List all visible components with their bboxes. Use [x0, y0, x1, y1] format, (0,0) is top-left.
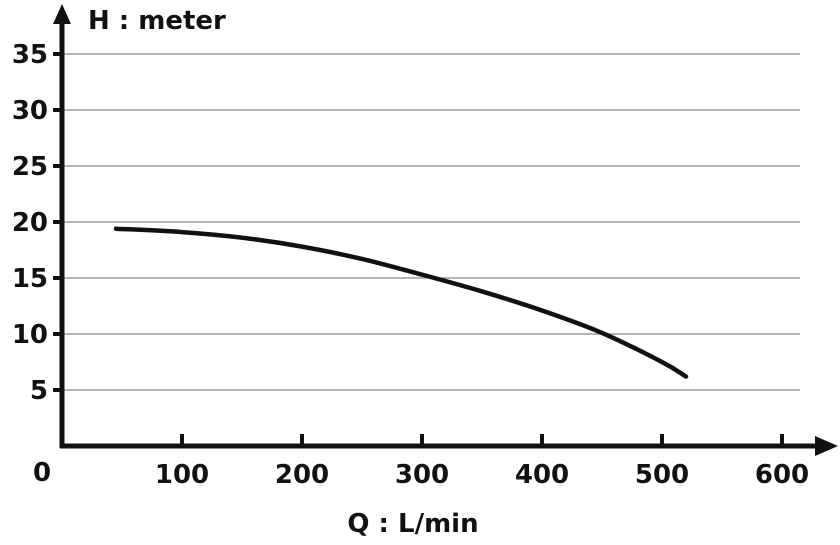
y-axis-title: H : meter	[88, 6, 226, 36]
y-ticks: 5 10 15 20 25 30 35	[12, 40, 62, 406]
y-tick-label-5: 5	[30, 376, 48, 406]
x-tick-label-200: 200	[275, 460, 329, 490]
axes	[53, 4, 838, 456]
y-tick-label-30: 30	[12, 96, 48, 126]
y-tick-label-10: 10	[12, 320, 48, 350]
y-axis-arrow	[53, 4, 71, 24]
x-tick-label-600: 600	[755, 460, 809, 490]
grid-lines	[62, 53, 800, 391]
x-axis-title: Q : L/min	[347, 509, 478, 539]
y-tick-label-20: 20	[12, 208, 48, 238]
x-tick-label-100: 100	[155, 460, 209, 490]
series-line-0	[113, 226, 689, 379]
y-tick-label-35: 35	[12, 40, 48, 70]
x-tick-label-500: 500	[635, 460, 689, 490]
y-tick-label-25: 25	[12, 152, 48, 182]
series-group	[113, 226, 689, 379]
x-axis-arrow	[815, 436, 838, 456]
y-tick-label-15: 15	[12, 264, 48, 294]
x-ticks: 100 200 300 400 500 600	[155, 434, 809, 490]
x-tick-label-300: 300	[395, 460, 449, 490]
origin-label: 0	[33, 458, 51, 488]
x-tick-label-400: 400	[515, 460, 569, 490]
